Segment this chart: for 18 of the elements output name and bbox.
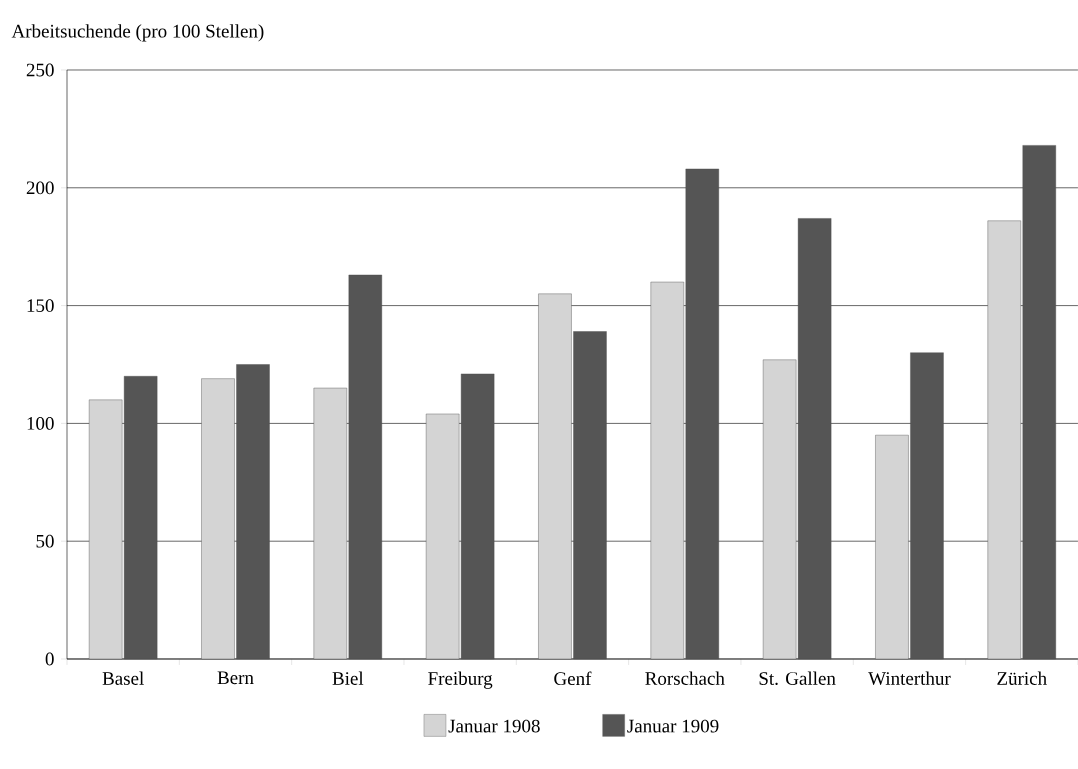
x-tick-label: Freiburg (428, 671, 493, 689)
y-tick-label: 50 (36, 534, 54, 548)
x-tick-label: Rorschach (645, 671, 725, 685)
y-tick-label: 100 (27, 416, 54, 430)
y-tick-label: 0 (45, 652, 54, 666)
chart-title: Arbeitsuchende (pro 100 Stellen) (11, 24, 264, 42)
x-tick-label: Biel (332, 671, 364, 685)
x-tick-label: Winterthur (868, 671, 951, 685)
x-tick-label: Basel (102, 671, 144, 685)
x-tick-label: St. Gallen (759, 671, 836, 685)
x-tick-label: Genf (554, 671, 592, 686)
x-tick-label: Zürich (997, 671, 1047, 685)
x-tick-label: Bern (217, 671, 254, 685)
y-tick-label: 200 (26, 181, 54, 195)
legend-label: Januar 1908 (448, 719, 540, 733)
legend-label: Januar 1909 (627, 719, 719, 733)
y-tick-label: 150 (27, 299, 54, 313)
y-tick-label: 250 (26, 63, 54, 77)
